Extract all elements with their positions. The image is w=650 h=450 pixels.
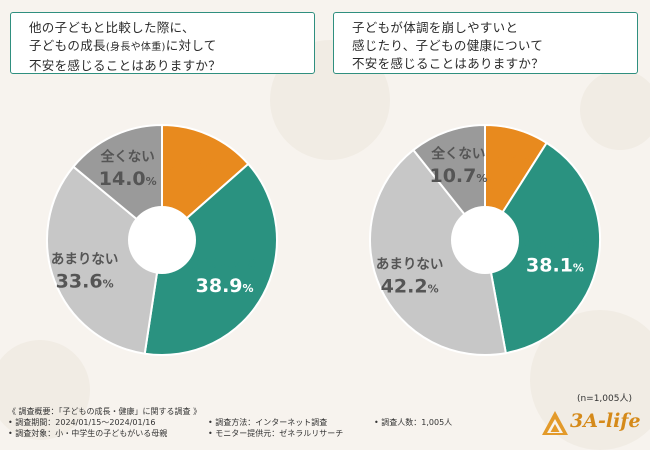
pie1-label-never: 全くない — [100, 148, 155, 165]
pie1-label-rarely: あまりない — [51, 252, 119, 268]
pie1-value-rarely: 33.6% — [56, 271, 114, 293]
footer-method: • 調査方法：インターネット調査 — [208, 418, 328, 427]
footer-period: • 調査期間：2024/01/15～2024/01/16 — [8, 418, 156, 427]
q1-line-3: 不安を感じることはありますか？ — [29, 58, 222, 73]
footer-count: • 調査人数：1,005人 — [374, 418, 453, 427]
footer-provider: • モニター提供元：ゼネラルリサーチ — [208, 429, 344, 438]
pie1-value-sometimes: 38.9% — [196, 275, 254, 297]
pie1-value-often: 13.5% — [162, 176, 220, 198]
q2-line-2: 感じたり、子どもの健康について — [352, 38, 544, 53]
q1-line-2c: に対して — [165, 38, 217, 53]
pie1-center-hole — [128, 206, 196, 274]
q2-line-1: 子どもが体調を崩しやすいと — [352, 20, 519, 35]
question-2-box: 子どもが体調を崩しやすいと 感じたり、子どもの健康について 不安を感じることはあ… — [333, 12, 638, 74]
sample-size: (n=1,005人) — [576, 394, 632, 404]
q1-line-2: 子どもの成長(身長や体重)に対して — [29, 37, 314, 57]
q2-line-3: 不安を感じることはありますか？ — [352, 56, 545, 71]
q1-line-1: 他の子どもと比較した際に、 — [29, 20, 195, 35]
pie1-slice-often — [161, 123, 250, 243]
pie1-label-often: よくある — [164, 157, 218, 173]
pie2-label-rarely: あまりない — [376, 256, 444, 272]
pie1-slice-never — [71, 123, 163, 243]
pie2-label-never: 全くない — [430, 145, 485, 162]
pie2-value-rarely: 42.2% — [381, 275, 439, 297]
q1-line-2a: 子どもの成長 — [29, 38, 106, 53]
pie2-label-sometimes: たまにある — [521, 236, 588, 252]
q1-line-2b: (身長や体重) — [105, 42, 166, 53]
brand-logo: 3A-life — [540, 408, 641, 438]
pie2-label-often: よくある — [478, 154, 532, 170]
pie1-slice-rarely — [46, 165, 164, 355]
pie2-center-hole — [451, 206, 519, 274]
logo-text: 3A-life — [570, 410, 641, 432]
pie1-value-never: 14.0% — [99, 168, 157, 190]
pie2-value-never: 10.7% — [429, 165, 487, 187]
pie1-label-sometimes: たまにある — [191, 256, 258, 272]
pie2-slice-rarely — [369, 148, 508, 356]
pie-chart-1: よくある 13.5% たまにある 38.9% あまりない 33.6% 全くない 14.0% — [46, 123, 278, 356]
question-1-box: 他の子どもと比較した際に、 子どもの成長(身長や体重)に対して 不安を感じること… — [10, 12, 315, 74]
pie2-slice-sometimes — [483, 141, 601, 355]
pie2-value-sometimes: 38.1% — [526, 255, 584, 277]
logo-triangle-icon — [542, 411, 568, 435]
footer-target: • 調査対象：小・中学生の子どもがいる母親 — [8, 429, 168, 438]
pie1-slice-sometimes — [143, 162, 278, 356]
footer-overview: 《 調査概要：「子どもの成長・健康」に関する調査 》 — [8, 407, 202, 416]
